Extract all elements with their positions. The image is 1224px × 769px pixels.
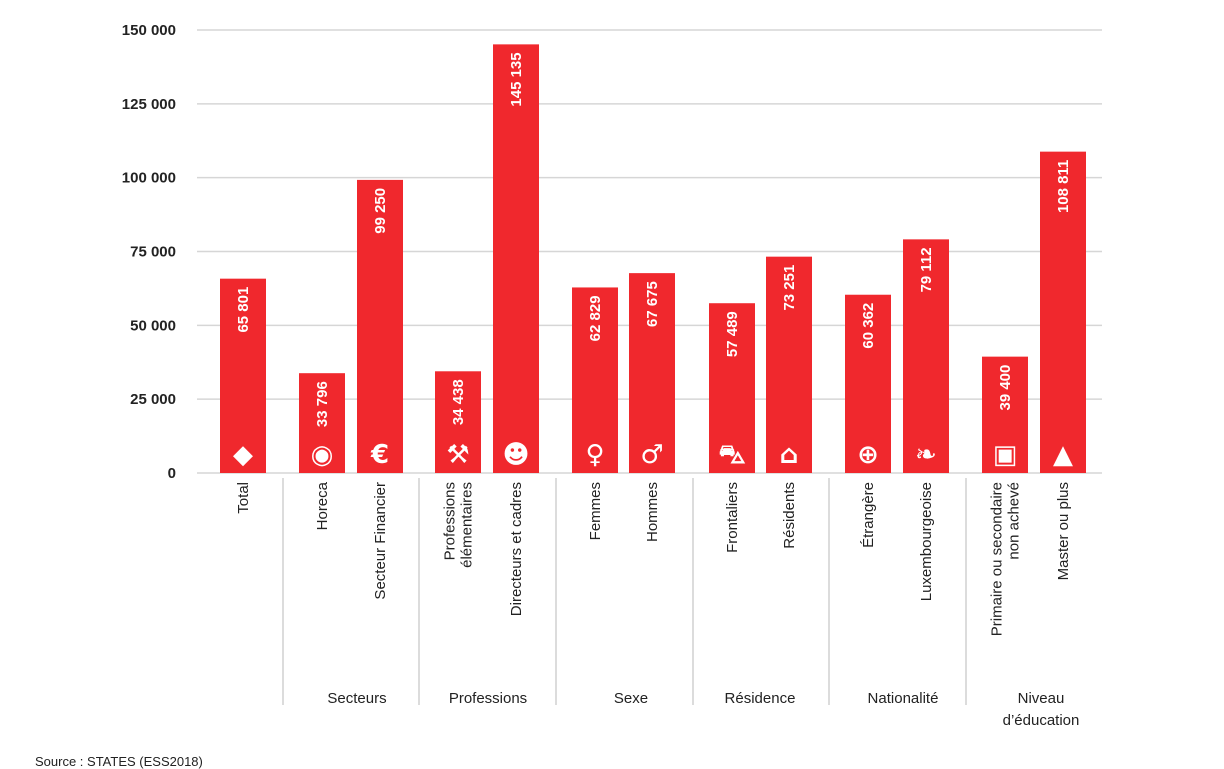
female-icon: ♀ [585, 440, 604, 470]
plate-cutlery-icon: ◉ [311, 440, 334, 470]
group-label: Professions [449, 690, 527, 707]
category-label: Secteur Financier [372, 482, 389, 600]
bar [982, 356, 1028, 473]
bar-value-label: 67 675 [644, 281, 661, 327]
globe-icon: ⊕ [857, 440, 879, 470]
y-tick-label: 50 000 [130, 317, 176, 334]
lion-icon: ❧ [915, 440, 937, 470]
bar [845, 294, 891, 473]
bar [357, 179, 403, 474]
bar-value-label: 65 801 [235, 287, 252, 333]
graduation-cap-icon: ▲ [1053, 440, 1073, 470]
bar-value-label: 79 112 [918, 247, 935, 292]
category-label: non achevé [1006, 482, 1023, 560]
bar-value-label: 145 135 [508, 52, 525, 106]
category-label: Horeca [314, 481, 331, 530]
bar-value-label: 99 250 [372, 188, 389, 234]
category-label: Hommes [644, 482, 661, 542]
group-label: Sexe [614, 690, 648, 707]
bar-value-label: 73 251 [781, 265, 798, 311]
group-label: Nationalité [868, 690, 939, 707]
house-icon: ⌂ [780, 440, 799, 470]
y-tick-label: 100 000 [122, 170, 176, 187]
y-tick-label: 75 000 [130, 244, 176, 261]
car-icon: ⛍ [719, 440, 746, 470]
backpack-icon: ▣ [993, 440, 1018, 470]
bar [903, 239, 949, 473]
bar [766, 256, 812, 473]
group-label: Niveau [1018, 690, 1065, 707]
category-label: Total [235, 482, 252, 514]
y-tick-label: 125 000 [122, 96, 176, 113]
category-label: Luxembourgeoise [918, 482, 935, 601]
category-label: Étrangère [860, 482, 877, 548]
bar-value-label: 33 796 [314, 381, 331, 427]
category-label: Femmes [587, 482, 604, 540]
bar-value-label: 57 489 [724, 311, 741, 357]
category-label: Directeurs et cadres [508, 482, 525, 616]
group-label: Secteurs [327, 690, 386, 707]
category-label: élémentaires [459, 482, 476, 568]
bar [493, 44, 539, 473]
y-tick-label: 150 000 [122, 22, 176, 39]
bar [572, 287, 618, 473]
bar-value-label: 62 829 [587, 295, 604, 341]
luxembourg-map-icon: ◆ [233, 440, 253, 470]
source-note: Source : STATES (ESS2018) [35, 754, 203, 769]
male-icon: ♂ [640, 440, 663, 470]
category-label: Frontaliers [724, 482, 741, 553]
bar [220, 278, 266, 473]
bar-value-label: 60 362 [860, 303, 877, 349]
bar-value-label: 34 438 [450, 379, 467, 425]
category-label: Master ou plus [1055, 482, 1072, 580]
category-label: Résidents [781, 482, 798, 549]
bar [1040, 151, 1086, 474]
manager-icon: ☻ [502, 440, 529, 470]
y-tick-label: 25 000 [130, 391, 176, 408]
euro-icon: € [370, 440, 389, 470]
bar [629, 273, 675, 473]
group-label: Résidence [725, 690, 796, 707]
bar [435, 371, 481, 473]
bar [709, 303, 755, 473]
bar [299, 373, 345, 473]
category-label: Professions [442, 482, 459, 560]
tools-icon: ⚒ [446, 440, 469, 470]
bar-value-label: 39 400 [997, 365, 1014, 411]
y-tick-label: 0 [168, 465, 176, 482]
group-label: d’éducation [1003, 712, 1080, 729]
category-label: Primaire ou secondaire [989, 482, 1006, 636]
bar-value-label: 108 811 [1055, 160, 1072, 213]
